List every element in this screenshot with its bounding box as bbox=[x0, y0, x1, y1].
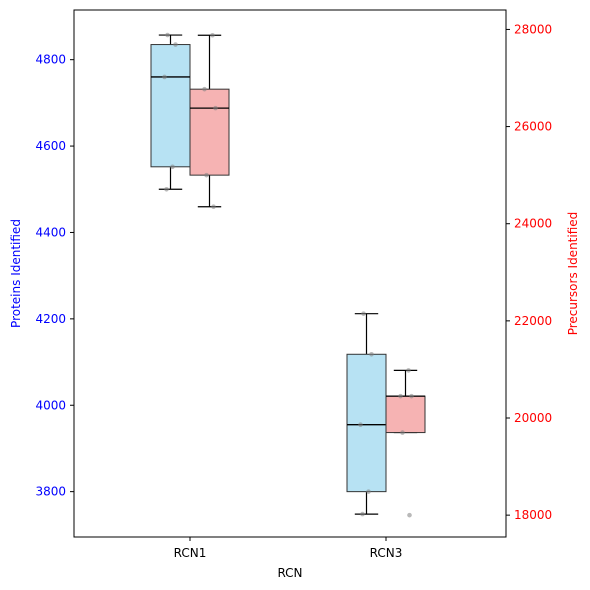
data-point bbox=[406, 368, 411, 373]
box-left-RCN1 bbox=[150, 32, 191, 192]
right-y-axis-label: Precursors Identified bbox=[566, 212, 580, 336]
data-point bbox=[361, 311, 366, 316]
box-body bbox=[346, 353, 387, 493]
data-point bbox=[162, 74, 167, 80]
left-y-tick-label: 4600 bbox=[35, 139, 66, 153]
data-point bbox=[211, 204, 216, 210]
left-y-tick-label: 4800 bbox=[35, 53, 66, 67]
data-point bbox=[173, 42, 178, 47]
right-y-axis: 18000 20000 22000 24000 26000 28000 bbox=[506, 22, 552, 522]
box-right-RCN3 bbox=[385, 368, 426, 518]
left-y-tick-label: 3800 bbox=[35, 485, 66, 499]
box-left-RCN3 bbox=[346, 311, 387, 517]
data-point bbox=[165, 32, 170, 38]
data-point bbox=[369, 351, 374, 357]
box-body bbox=[385, 395, 426, 434]
data-point bbox=[366, 489, 371, 494]
plot-frame bbox=[73, 9, 507, 538]
data-point bbox=[398, 393, 403, 399]
data-point bbox=[204, 172, 209, 178]
data-point bbox=[164, 186, 169, 192]
left-y-tick-label: 4000 bbox=[35, 398, 66, 412]
data-point bbox=[360, 511, 365, 517]
left-y-tick-label: 4200 bbox=[35, 312, 66, 326]
box-right-RCN1 bbox=[189, 32, 230, 210]
right-y-tick-label: 28000 bbox=[514, 22, 552, 36]
data-point bbox=[407, 512, 412, 518]
data-point bbox=[409, 393, 414, 399]
box-body bbox=[150, 44, 191, 168]
left-y-tick-label: 4400 bbox=[35, 225, 66, 239]
data-point bbox=[400, 430, 405, 435]
right-y-tick-label: 22000 bbox=[514, 314, 552, 328]
data-point bbox=[210, 32, 215, 38]
right-y-tick-label: 18000 bbox=[514, 508, 552, 522]
left-y-axis: 3800 4000 4200 4400 4600 4800 bbox=[35, 53, 74, 499]
x-axis-label: RCN bbox=[277, 566, 302, 580]
x-tick-label: RCN3 bbox=[370, 546, 403, 560]
left-y-axis-label: Proteins Identified bbox=[9, 219, 23, 328]
data-point bbox=[358, 422, 363, 427]
plot-marks bbox=[150, 32, 426, 518]
right-y-tick-label: 26000 bbox=[514, 120, 552, 134]
data-point bbox=[202, 86, 207, 92]
data-point bbox=[213, 105, 218, 111]
x-axis: RCN1 RCN3 bbox=[174, 537, 403, 560]
data-point bbox=[170, 164, 175, 170]
right-y-tick-label: 20000 bbox=[514, 411, 552, 425]
box-body bbox=[189, 88, 230, 176]
right-y-tick-label: 24000 bbox=[514, 217, 552, 231]
x-tick-label: RCN1 bbox=[174, 546, 207, 560]
